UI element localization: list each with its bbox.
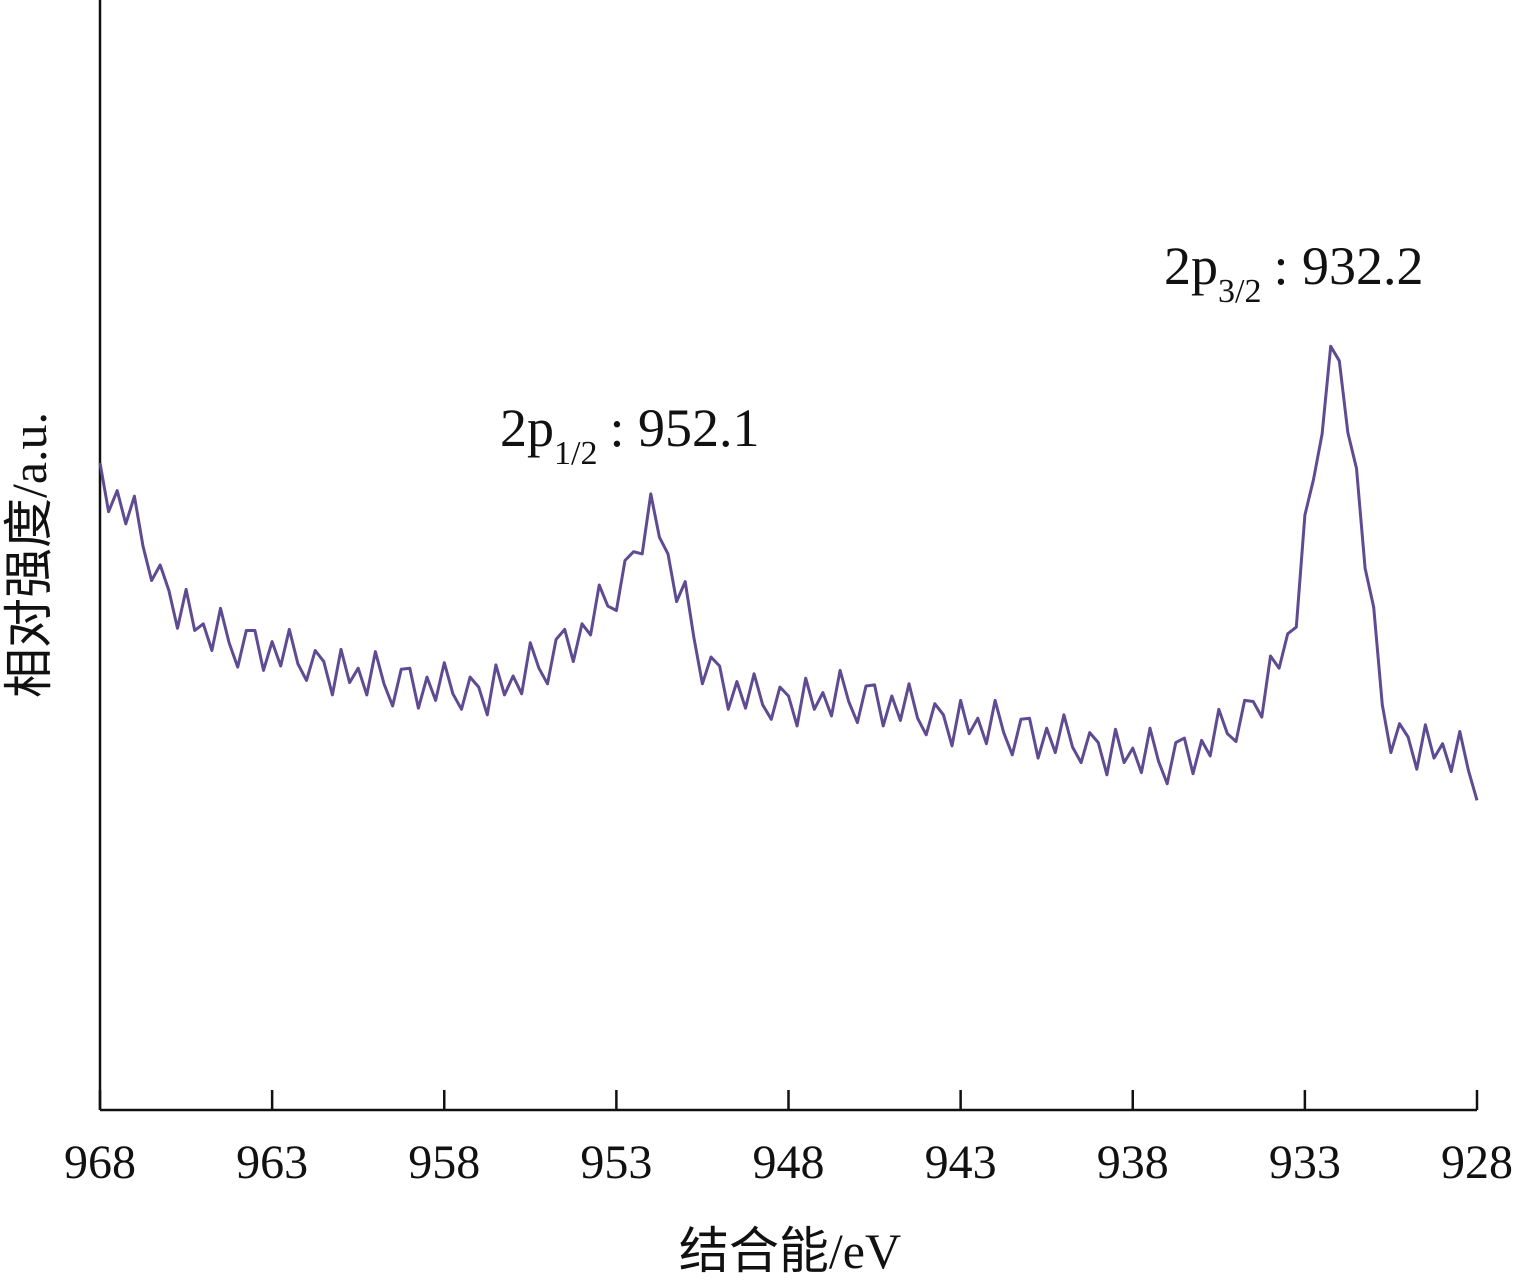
x-tick-label: 943 [925, 1136, 997, 1189]
x-tick-label: 948 [753, 1136, 825, 1189]
x-tick-label: 958 [408, 1136, 480, 1189]
annotation: 2p3/2 : 932.2 [1164, 236, 1423, 310]
annotation-text: : 952.1 [609, 398, 759, 458]
annotation-text: : 932.2 [1273, 236, 1423, 296]
y-axis-label: 相对强度/a.u. [1, 412, 57, 698]
annotation-label: 2p [500, 398, 554, 458]
x-tick-label: 928 [1441, 1136, 1513, 1189]
annotation-subscript: 1/2 [554, 435, 597, 472]
annotation-label: 2p [1164, 236, 1218, 296]
x-tick-label: 963 [236, 1136, 308, 1189]
annotation: 2p1/2 : 952.1 [500, 398, 759, 472]
x-axis-label: 结合能/eV [679, 1223, 901, 1279]
x-tick-label: 938 [1097, 1136, 1169, 1189]
x-tick-label: 953 [580, 1136, 652, 1189]
x-tick-label: 933 [1269, 1136, 1341, 1189]
spectrum-line [98, 344, 1479, 801]
x-tick-label: 968 [64, 1136, 136, 1189]
annotation-subscript: 3/2 [1218, 273, 1261, 310]
